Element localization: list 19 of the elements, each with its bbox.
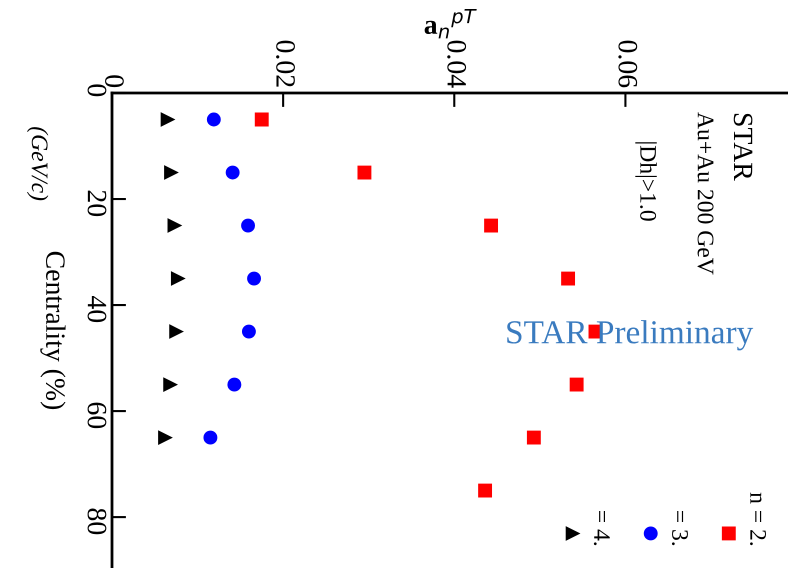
y-tick-label: 60: [88, 402, 106, 428]
y-tick-label: 80: [88, 508, 106, 534]
annotation: STAR Preliminary: [507, 320, 754, 350]
text: (GeV/c): [26, 127, 48, 200]
x-tick-label: 0.02: [276, 40, 295, 87]
annotation: |Dh|>1.0: [635, 142, 657, 221]
legend-label: n = 2.: [750, 492, 766, 546]
x-axis-title: a$_{n}$$^{pT}$: [424, 8, 477, 38]
annotation: STAR: [734, 114, 752, 181]
y-axis-title: Centrality (%): [40, 252, 66, 410]
x-tick-label: 0.04: [447, 40, 466, 88]
y-tick-label: 0: [88, 84, 106, 96]
x-tick-label: 0: [105, 75, 124, 88]
y-tick-label: 20: [88, 190, 106, 216]
x-tick-label: 0.06: [618, 40, 638, 88]
legend-label: = 4.: [594, 511, 610, 546]
legend-label: = 3.: [672, 511, 688, 546]
y-tick-label: 40: [88, 296, 106, 322]
annotation: Au+Au 200 GeV: [697, 112, 714, 275]
